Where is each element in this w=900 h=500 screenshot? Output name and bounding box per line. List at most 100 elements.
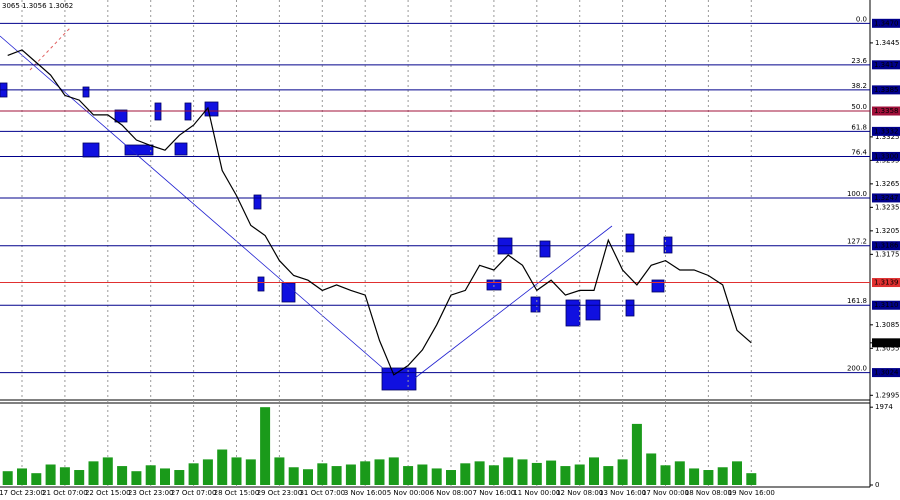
volume-bar xyxy=(88,461,99,485)
x-tick-label: 31 Oct 07:00 xyxy=(299,489,345,497)
x-tick-label: 29 Oct 23:00 xyxy=(257,489,303,497)
volume-bar xyxy=(102,457,113,485)
trend-lines xyxy=(0,35,613,379)
volume-bar xyxy=(717,467,728,485)
price-label: 1.3139 xyxy=(874,279,899,287)
level-name: 200.0 xyxy=(847,365,867,373)
volume-bar xyxy=(503,457,514,485)
level-price-box xyxy=(872,368,900,378)
price-line-series xyxy=(7,49,752,376)
volume-bar xyxy=(574,464,585,485)
level-name: 50.0 xyxy=(851,103,867,111)
level-price-box xyxy=(872,241,900,251)
projection-line xyxy=(29,27,71,71)
level-price-label: 1.3417 xyxy=(874,61,899,69)
level-price-box xyxy=(872,18,900,28)
volume-bar xyxy=(231,457,242,485)
level-price-label: 1.3385 xyxy=(874,86,899,94)
volume-bar xyxy=(531,462,542,485)
volume-bar xyxy=(188,463,199,485)
volume-bar xyxy=(488,465,499,485)
x-tick-label: 5 Nov 00:00 xyxy=(387,489,430,497)
volume-bar xyxy=(460,463,471,485)
volume-bar xyxy=(74,470,85,485)
y-tick-label: 1.3175 xyxy=(875,250,900,258)
volume-bar xyxy=(746,473,757,485)
volume-bar xyxy=(589,457,599,485)
y-tick-label: 1.3235 xyxy=(875,203,900,211)
level-price-label: 1.3332 xyxy=(874,127,899,135)
level-name: 100.0 xyxy=(847,190,867,198)
volume-bar xyxy=(360,461,371,485)
y-tick-label: 0 xyxy=(875,481,879,489)
level-name: 38.2 xyxy=(851,82,867,90)
volume-bar xyxy=(174,470,185,485)
volume-bar xyxy=(388,457,399,485)
volume-bar xyxy=(431,468,442,485)
volume-bar xyxy=(517,459,528,485)
level-price-box xyxy=(872,106,900,116)
x-tick-label: 13 Nov 16:00 xyxy=(599,489,646,497)
price-label: 1.3062 xyxy=(874,339,899,347)
level-price-label: 1.3110 xyxy=(874,301,899,309)
volume-bar xyxy=(474,461,485,485)
level-price-box xyxy=(872,60,900,70)
x-tick-label: 6 Nov 08:00 xyxy=(430,489,473,497)
volume-bar xyxy=(202,459,213,485)
x-tick-label: 19 Nov 16:00 xyxy=(728,489,775,497)
volume-bar xyxy=(660,465,671,485)
level-name: 76.4 xyxy=(851,148,867,156)
volume-bar xyxy=(546,460,557,485)
header-quote: 3065 1.3056 1.3062 xyxy=(2,2,73,10)
volume-bar xyxy=(131,471,142,485)
volume-bar xyxy=(403,466,414,485)
x-tick-label: 11 Nov 00:00 xyxy=(513,489,560,497)
x-tick-label: 22 Oct 15:00 xyxy=(85,489,131,497)
volume-bar xyxy=(631,423,642,485)
level-name: 161.8 xyxy=(847,297,867,305)
volume-bar xyxy=(2,471,13,485)
level-price-box xyxy=(872,85,900,95)
level-price-box xyxy=(872,193,900,203)
volume-bar xyxy=(345,464,356,485)
level-name: 127.2 xyxy=(847,238,867,246)
level-price-box xyxy=(872,126,900,136)
volume-bar xyxy=(59,467,70,485)
volume-bar xyxy=(560,466,571,485)
y-tick-label: 1974 xyxy=(875,403,893,411)
volume-bar xyxy=(17,468,27,485)
price-box xyxy=(872,338,900,348)
volume-bar xyxy=(646,453,657,485)
volume-bar xyxy=(317,463,328,485)
y-tick-label: 1.3055 xyxy=(875,344,900,352)
level-price-label: 1.3186 xyxy=(874,242,899,250)
y-tick-label: 1.3085 xyxy=(875,321,900,329)
y-tick-label: 1.3325 xyxy=(875,133,900,141)
volume-bar xyxy=(117,466,128,485)
volume-bar xyxy=(674,461,685,485)
y-tick-label: 1.3205 xyxy=(875,227,900,235)
volume-bar xyxy=(331,466,342,485)
volume-bar xyxy=(31,473,42,485)
x-tick-label: 3 Nov 16:00 xyxy=(344,489,387,497)
level-name: 61.8 xyxy=(851,123,867,131)
volume-bar xyxy=(703,470,714,485)
volume-bar xyxy=(217,449,228,485)
level-name: 23.6 xyxy=(851,57,867,65)
level-price-label: 1.3358 xyxy=(874,107,899,115)
x-tick-label: 18 Nov 08:00 xyxy=(685,489,732,497)
x-tick-label: 17 Nov 00:00 xyxy=(642,489,689,497)
volume-bar xyxy=(303,469,313,485)
volume-bar xyxy=(245,459,256,485)
volume-bar xyxy=(260,407,271,485)
volume-bar xyxy=(603,466,614,485)
volume-bar xyxy=(732,461,742,485)
volume-bar xyxy=(45,464,56,485)
x-tick-label: 23 Oct 23:00 xyxy=(128,489,174,497)
x-tick-label: 27 Oct 07:00 xyxy=(171,489,217,497)
x-tick-label: 7 Nov 16:00 xyxy=(473,489,516,497)
price-box xyxy=(872,278,900,288)
volume-bar xyxy=(145,465,156,485)
